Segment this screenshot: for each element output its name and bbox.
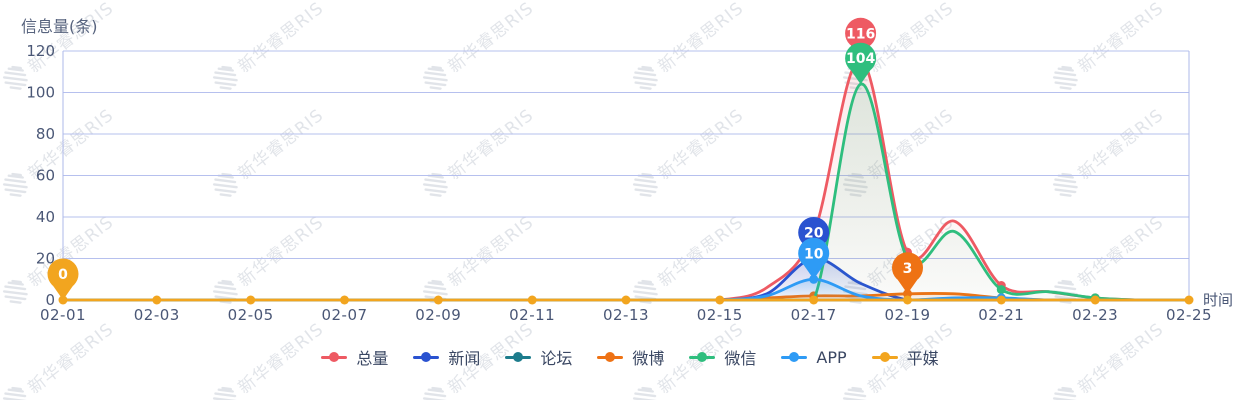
- data-point-print[interactable]: [340, 295, 349, 305]
- y-tick: 100: [26, 84, 55, 102]
- legend-item-forum[interactable]: 论坛: [505, 345, 572, 369]
- legend-item-app[interactable]: APP: [781, 347, 847, 367]
- x-tick: 02-21: [978, 306, 1024, 324]
- x-tick: 02-15: [697, 306, 743, 324]
- gridlines: [62, 50, 1190, 301]
- legend-dot-news: [421, 352, 432, 362]
- legend-label-news: 新闻: [448, 349, 481, 368]
- legend-marker-news: [413, 352, 440, 362]
- x-axis-title: 时间: [1203, 291, 1233, 309]
- legend-label-app: APP: [816, 347, 847, 367]
- marker-balloon-3: 3: [892, 252, 923, 294]
- series-total: [62, 57, 1189, 303]
- legend-label-weibo: 微博: [632, 349, 665, 368]
- series-print: [58, 295, 1194, 305]
- y-tick: 80: [36, 125, 55, 143]
- y-tick: 0: [45, 291, 55, 309]
- data-point-print[interactable]: [715, 295, 725, 305]
- x-axis-labels: 02-01 02-03 02-05 02-07 02-09 02-11 02-13 02-15…: [40, 306, 1212, 324]
- y-tick: 120: [26, 42, 55, 60]
- legend-marker-app: [781, 352, 808, 362]
- x-tick: 02-09: [415, 306, 461, 324]
- x-tick: 02-07: [321, 306, 367, 324]
- x-tick: 02-25: [1166, 306, 1212, 324]
- data-point-print[interactable]: [246, 295, 256, 305]
- legend-label-print: 平媒: [906, 349, 939, 368]
- legend-marker-total: [321, 352, 348, 362]
- x-tick: 02-23: [1072, 306, 1118, 324]
- balloon-value: 116: [846, 26, 875, 42]
- balloon-value: 10: [804, 246, 824, 262]
- balloon-value: 20: [804, 226, 824, 242]
- balloon-value: 3: [903, 261, 913, 277]
- y-tick: 60: [36, 167, 55, 185]
- legend-dot-app: [789, 352, 800, 362]
- balloon-value: 104: [846, 51, 875, 67]
- y-axis-title: 信息量(条): [21, 17, 98, 36]
- data-point-print[interactable]: [433, 295, 443, 305]
- legend-marker-weibo: [597, 352, 624, 362]
- legend-item-news[interactable]: 新闻: [413, 345, 480, 369]
- legend-label-total: 总量: [356, 349, 389, 368]
- legend-dot-forum: [513, 352, 524, 362]
- x-tick: 02-03: [134, 306, 180, 324]
- data-point-print[interactable]: [1184, 295, 1194, 305]
- series-wechat: [62, 82, 1189, 303]
- legend-marker-wechat: [689, 352, 716, 362]
- legend-dot-print: [879, 352, 890, 362]
- x-tick: 02-19: [884, 306, 930, 324]
- legend-item-print[interactable]: 平媒: [871, 345, 939, 369]
- x-tick: 02-01: [40, 306, 86, 324]
- marker-balloon-104: 104: [845, 42, 877, 85]
- balloon-value: 0: [58, 267, 68, 283]
- data-point-print[interactable]: [1090, 295, 1100, 305]
- y-tick: 40: [36, 208, 55, 226]
- legend-label-wechat: 微信: [724, 349, 757, 368]
- data-point-print[interactable]: [996, 295, 1006, 305]
- legend-item-weibo[interactable]: 微博: [597, 345, 664, 369]
- x-tick: 02-13: [603, 306, 649, 324]
- x-tick: 02-11: [509, 306, 555, 324]
- data-point-print[interactable]: [527, 295, 537, 305]
- data-point-wechat[interactable]: [996, 285, 1006, 295]
- data-point-print[interactable]: [621, 295, 631, 305]
- legend-dot-weibo: [605, 352, 616, 362]
- legend-dot-wechat: [697, 352, 708, 362]
- y-tick: 20: [36, 250, 55, 268]
- marker-balloon-0: 0: [47, 258, 79, 300]
- data-point-print[interactable]: [809, 295, 819, 305]
- legend-item-total[interactable]: 总量: [321, 345, 388, 369]
- legend-marker-print: [871, 352, 898, 362]
- x-tick: 02-05: [228, 306, 274, 324]
- data-point-print[interactable]: [903, 295, 912, 305]
- x-tick: 02-17: [791, 306, 837, 324]
- data-point-print[interactable]: [152, 295, 162, 305]
- y-axis-labels: 0 20 40 60 80 100 120: [26, 42, 55, 309]
- marker-balloon-10: 10: [798, 237, 830, 280]
- legend-dot-total: [329, 352, 340, 362]
- legend: 总量 新闻 论坛 微博 微信 APP 平媒: [0, 345, 1260, 369]
- legend-marker-forum: [505, 352, 532, 362]
- legend-item-wechat[interactable]: 微信: [689, 345, 756, 369]
- legend-label-forum: 论坛: [540, 349, 573, 368]
